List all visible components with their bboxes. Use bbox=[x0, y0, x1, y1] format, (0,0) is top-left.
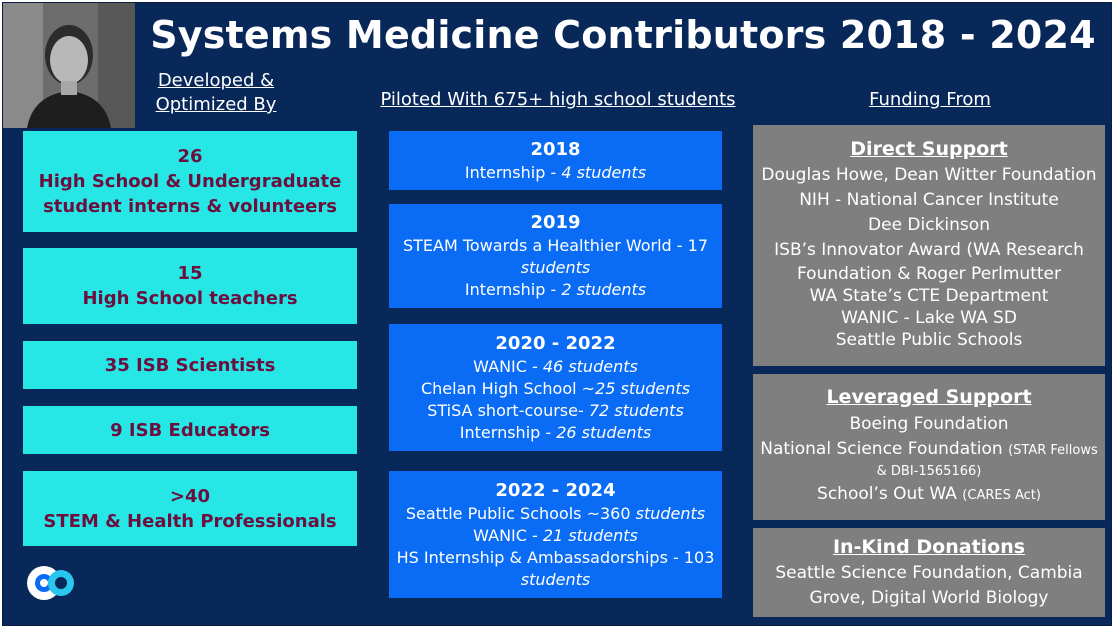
pilot-item: Chelan High School ~25 students bbox=[420, 378, 691, 398]
pilot-item: WANIC - 46 students bbox=[473, 356, 638, 376]
funding-item: Foundation & Roger Perlmutter bbox=[797, 264, 1061, 284]
contributor-label: student interns & volunteers bbox=[43, 196, 337, 217]
piloted-header: Piloted With 675+ high school students bbox=[380, 89, 736, 110]
presenter-photo bbox=[3, 3, 135, 128]
pilot-item: WANIC - 21 students bbox=[473, 525, 638, 545]
funding-heading: Leveraged Support bbox=[826, 386, 1032, 408]
funding-item: Seattle Science Foundation, Cambia bbox=[775, 563, 1083, 583]
developed-header-line2: Optimized By bbox=[155, 94, 277, 115]
funding-header: Funding From bbox=[869, 89, 991, 110]
funding-leveraged-box: Leveraged Support Boeing Foundation Nati… bbox=[753, 374, 1105, 520]
contributor-count: 26 bbox=[177, 146, 203, 167]
funding-inkind-box: In-Kind Donations Seattle Science Founda… bbox=[753, 528, 1105, 617]
funding-item: NIH - National Cancer Institute bbox=[799, 190, 1059, 210]
contributor-box-educators: 9 ISB Educators bbox=[23, 406, 357, 454]
pilot-item: STiSA short-course- 72 students bbox=[427, 400, 684, 420]
funding-item: Douglas Howe, Dean Witter Foundation bbox=[761, 165, 1097, 185]
contributor-box-interns: 26 High School & Undergraduate student i… bbox=[23, 131, 357, 232]
funding-item: School’s Out WA (CARES Act) bbox=[817, 484, 1041, 504]
pilot-item: Internship - 4 students bbox=[464, 162, 647, 182]
pilot-item: Internship - 26 students bbox=[459, 422, 652, 442]
contributor-count: >40 bbox=[169, 485, 211, 507]
funding-item: Boeing Foundation bbox=[849, 414, 1009, 434]
pilot-year: 2019 bbox=[530, 212, 581, 233]
contributor-label: 35 ISB Scientists bbox=[104, 354, 276, 376]
pilot-box-2018: 2018 Internship - 4 students bbox=[389, 131, 722, 190]
funding-item: Grove, Digital World Biology bbox=[809, 588, 1049, 608]
contributor-box-scientists: 35 ISB Scientists bbox=[23, 341, 357, 389]
funding-item: Dee Dickinson bbox=[868, 215, 990, 235]
funding-heading: Direct Support bbox=[850, 138, 1008, 160]
developed-header: Developed & Optimized By bbox=[153, 69, 279, 117]
contributor-label: High School teachers bbox=[82, 288, 298, 309]
pilot-box-2022-2024: 2022 - 2024 Seattle Public Schools ~360 … bbox=[389, 471, 722, 598]
funding-item: & DBI-1565166) bbox=[876, 464, 982, 479]
funding-heading: In-Kind Donations bbox=[832, 536, 1026, 558]
funding-item: National Science Foundation (STAR Fellow… bbox=[760, 439, 1098, 459]
developed-header-line1: Developed & bbox=[157, 70, 275, 91]
pilot-item: Seattle Public Schools ~360 students bbox=[405, 503, 706, 523]
funding-item: ISB’s Innovator Award (WA Research bbox=[774, 240, 1084, 260]
isb-logo-icon bbox=[27, 566, 74, 600]
pilot-box-2019: 2019 STEAM Towards a Healthier World - 1… bbox=[389, 204, 722, 308]
contributor-count: 15 bbox=[177, 263, 203, 284]
pilot-year: 2020 - 2022 bbox=[495, 332, 616, 354]
funding-direct-box: Direct Support Douglas Howe, Dean Witter… bbox=[753, 125, 1105, 366]
funding-item: Seattle Public Schools bbox=[835, 330, 1023, 350]
pilot-box-2020-2022: 2020 - 2022 WANIC - 46 students Chelan H… bbox=[389, 324, 722, 451]
contributor-box-teachers: 15 High School teachers bbox=[23, 248, 357, 324]
pilot-item: HS Internship & Ambassadorships - 103 stu… bbox=[396, 547, 715, 589]
funding-item: WANIC - Lake WA SD bbox=[841, 308, 1017, 328]
pilot-item: Internship - 2 students bbox=[464, 280, 647, 299]
contributor-label: STEM & Health Professionals bbox=[43, 510, 337, 532]
portrait-icon bbox=[3, 3, 135, 128]
contributor-label: 9 ISB Educators bbox=[110, 419, 270, 441]
contributor-box-professionals: >40 STEM & Health Professionals bbox=[23, 471, 357, 546]
pilot-year: 2018 bbox=[530, 138, 581, 160]
funding-item: WA State’s CTE Department bbox=[809, 286, 1049, 306]
page-title: Systems Medicine Contributors 2018 - 202… bbox=[150, 13, 1096, 57]
contributor-label: High School & Undergraduate bbox=[38, 171, 342, 192]
pilot-item: STEAM Towards a Healthier World - 17 stud… bbox=[402, 236, 709, 277]
pilot-year: 2022 - 2024 bbox=[495, 479, 616, 501]
